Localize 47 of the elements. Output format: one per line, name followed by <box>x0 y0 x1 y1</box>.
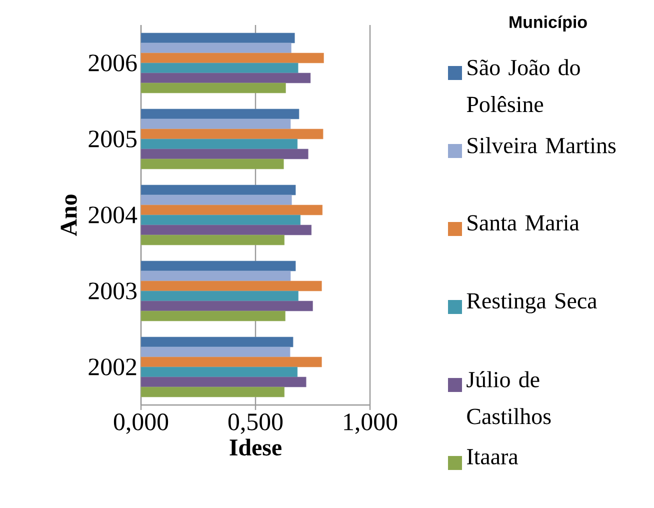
y-tick-label: 2006 <box>88 54 137 72</box>
bar <box>140 52 324 64</box>
bar <box>140 356 322 368</box>
x-tick-label: 0,000 <box>114 414 168 434</box>
bar <box>140 270 291 282</box>
bar <box>140 82 286 94</box>
bar <box>140 72 311 84</box>
bar <box>140 194 292 206</box>
y-tick-label: 2002 <box>88 358 136 376</box>
bar <box>140 386 285 398</box>
legend-label: Restinga Seca <box>466 293 597 314</box>
bar <box>140 234 285 246</box>
y-tick-label: 2004 <box>88 206 138 224</box>
bar <box>140 310 286 322</box>
bar <box>140 336 294 348</box>
y-tick-label: 2005 <box>88 130 137 148</box>
bar <box>140 290 298 302</box>
y-axis-title: Ano <box>60 194 77 236</box>
legend-label: Santa Maria <box>468 215 580 231</box>
bar <box>140 366 298 378</box>
bar <box>140 42 292 54</box>
bar <box>140 158 284 170</box>
bar <box>140 300 313 312</box>
bar <box>140 214 301 226</box>
bar <box>140 62 298 74</box>
bar <box>140 346 290 358</box>
bar <box>140 118 291 130</box>
bar <box>140 138 298 150</box>
bar <box>140 204 323 216</box>
bar <box>140 148 308 160</box>
x-tick-label: 0,500 <box>228 414 283 434</box>
legend-title: Município <box>510 16 587 32</box>
bar <box>140 376 306 388</box>
bar <box>140 32 295 44</box>
legend-label: Itaara <box>467 449 518 464</box>
legend-label: São João do Polêsine <box>466 59 580 112</box>
bar <box>140 224 312 236</box>
y-tick-label: 2003 <box>88 282 137 300</box>
bar <box>140 280 322 292</box>
legend-label: Júlio de Castilhos <box>466 371 551 424</box>
bar <box>140 128 324 140</box>
x-tick-label: 1,000 <box>344 414 398 434</box>
bar <box>140 260 296 272</box>
x-axis-title: Idese <box>230 438 282 456</box>
bar <box>140 184 296 196</box>
bar <box>140 108 300 120</box>
legend-label: Silveira Martins <box>468 137 616 154</box>
